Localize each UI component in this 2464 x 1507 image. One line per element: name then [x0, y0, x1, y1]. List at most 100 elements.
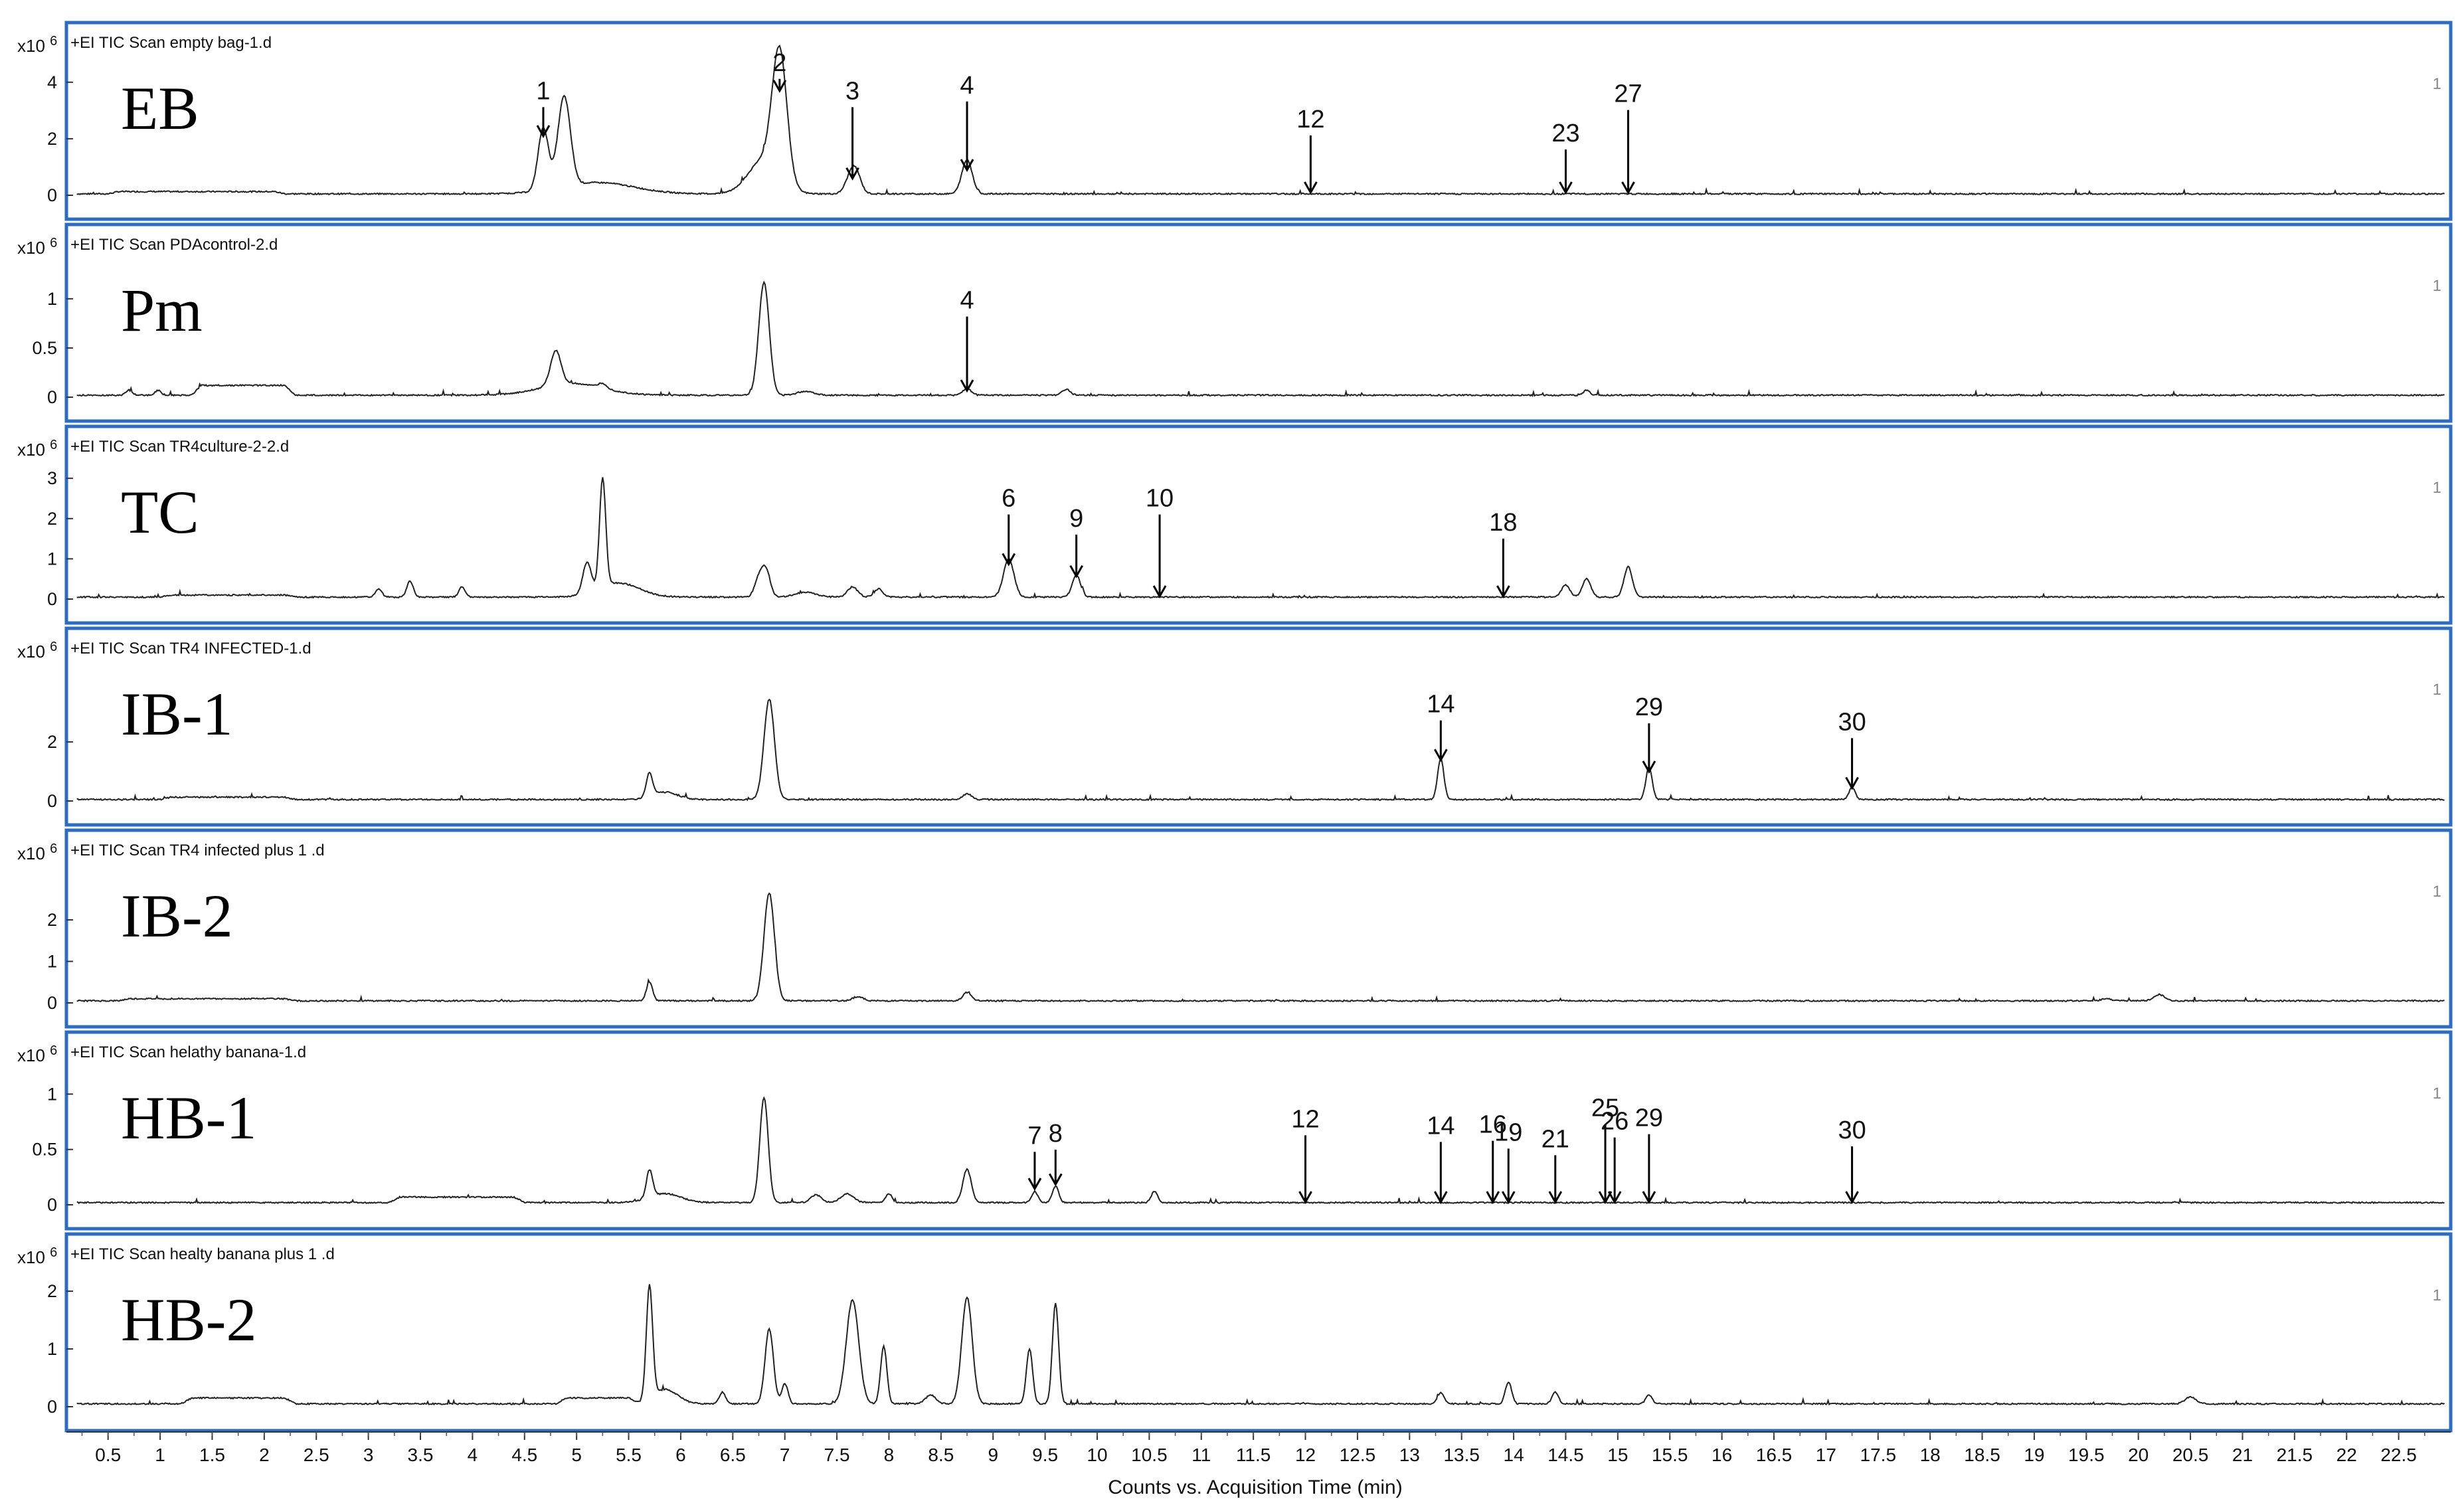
peak-label: 3	[845, 77, 859, 105]
panel-right-marker: 1	[2433, 883, 2441, 901]
y-tick-label: 0	[47, 993, 57, 1013]
sample-label: IB-1	[121, 680, 233, 748]
x-tick-label: 10.5	[1131, 1445, 1168, 1465]
panel-file-title: +EI TIC Scan healty banana plus 1 .d	[70, 1245, 335, 1263]
y-tick-label: 3	[47, 468, 57, 488]
peak-label: 30	[1838, 1116, 1866, 1144]
x-tick-label: 16	[1712, 1445, 1732, 1465]
peak-arrowhead	[960, 379, 974, 393]
peak-arrowhead	[1845, 1191, 1859, 1205]
peak-arrowhead	[1501, 1191, 1516, 1205]
x-tick-label: 10	[1087, 1445, 1107, 1465]
y-tick-label: 2	[47, 509, 57, 529]
sample-label: TC	[121, 478, 199, 546]
sample-label: IB-2	[121, 882, 233, 950]
x-tick-label: 11	[1191, 1445, 1211, 1465]
panel-border	[64, 1232, 2453, 1433]
x-tick-label: 19	[2024, 1445, 2044, 1465]
x-tick-label: 15	[1607, 1445, 1628, 1465]
y-tick-label: 0	[47, 589, 57, 609]
y-tick-label: 2	[47, 732, 57, 752]
x-tick-label: 3.5	[408, 1445, 434, 1465]
x-tick-label: 18.5	[1964, 1445, 2000, 1465]
y-tick-label: 0	[47, 387, 57, 407]
panel-file-title: +EI TIC Scan TR4 INFECTED-1.d	[70, 640, 311, 658]
x-tick-label: 22.5	[2380, 1445, 2417, 1465]
sample-label: HB-1	[121, 1084, 256, 1152]
panel-border	[64, 222, 2453, 423]
x-tick-label: 7	[780, 1445, 790, 1465]
panel-file-title: +EI TIC Scan empty bag-1.d	[70, 34, 272, 52]
y-tick-label: 1	[47, 549, 57, 569]
x-tick-label: 0.5	[95, 1445, 121, 1465]
panel-right-marker: 1	[2433, 1085, 2441, 1103]
peak-label: 27	[1614, 80, 1642, 108]
panel-right-marker: 1	[2433, 75, 2441, 93]
panel-right-marker: 1	[2433, 1286, 2441, 1304]
tic-trace	[76, 892, 2445, 1003]
chromatogram-panel: x10 6 +EI TIC Scan PDAcontrol-2.d 1 0 0.5 1 Pm…	[17, 222, 2453, 423]
x-tick-label: 21.5	[2277, 1445, 2313, 1465]
peak-arrowhead	[1496, 585, 1510, 599]
peak-arrowhead	[1845, 776, 1859, 790]
y-tick-label: 2	[47, 129, 57, 149]
x-tick-label: 9.5	[1032, 1445, 1058, 1465]
chromatogram-panel: x10 6 +EI TIC Scan TR4 INFECTED-1.d 1 0 2 IB-…	[17, 626, 2453, 827]
peak-arrowhead	[845, 167, 859, 181]
tic-trace	[76, 477, 2445, 599]
peak-label: 25	[1591, 1095, 1619, 1122]
peak-arrowhead	[772, 80, 787, 93]
peak-label: 19	[1494, 1118, 1522, 1146]
peak-arrowhead	[960, 159, 974, 173]
x-tick-label: 17	[1816, 1445, 1836, 1465]
y-multiplier-label: x10 6	[17, 236, 57, 258]
peak-arrowhead	[1048, 1173, 1063, 1187]
peak-arrowhead	[1027, 1178, 1042, 1192]
x-tick-label: 20.5	[2172, 1445, 2209, 1465]
x-tick-label: 4	[468, 1445, 478, 1465]
peak-label: 4	[960, 287, 974, 315]
peak-arrowhead	[1069, 565, 1083, 578]
x-tick-label: 6.5	[720, 1445, 746, 1465]
panel-border	[64, 424, 2453, 625]
x-axis: 0.5 1 1.5 2 2.5 3 3.5 4 4.5 5 5.5 6 6.5 7 7.5 8 8.5 9 9.5 1…	[66, 1431, 2451, 1465]
x-tick-label: 20	[2128, 1445, 2149, 1465]
panel-border	[64, 828, 2453, 1029]
tic-trace	[76, 1096, 2445, 1205]
y-tick-label: 0	[47, 1195, 57, 1215]
x-tick-label: 15.5	[1652, 1445, 1688, 1465]
y-tick-label: 2	[47, 910, 57, 930]
y-multiplier-label: x10 6	[17, 34, 57, 56]
chromatogram-panel: x10 6 +EI TIC Scan TR4 infected plus 1 .d…	[17, 828, 2453, 1029]
peak-arrowhead	[1621, 181, 1635, 195]
peak-label: 26	[1601, 1108, 1628, 1136]
x-tick-label: 13.5	[1443, 1445, 1480, 1465]
peak-arrowhead	[1598, 1191, 1613, 1205]
x-tick-label: 2	[259, 1445, 270, 1465]
peak-arrowhead	[1434, 749, 1448, 762]
panel-border	[64, 21, 2453, 221]
peak-arrowhead	[1642, 760, 1656, 774]
tic-trace	[76, 699, 2445, 802]
peak-label: 21	[1541, 1125, 1569, 1153]
x-tick-label: 16.5	[1756, 1445, 1793, 1465]
peak-arrowhead	[1607, 1191, 1622, 1205]
y-tick-label: 4	[47, 72, 57, 92]
peak-label: 6	[1002, 485, 1015, 513]
x-tick-label: 2.5	[304, 1445, 329, 1465]
x-tick-label: 18	[1920, 1445, 1941, 1465]
peak-arrowhead	[1434, 1191, 1448, 1205]
x-tick-label: 14	[1504, 1445, 1524, 1465]
y-tick-label: 0	[47, 1397, 57, 1417]
peak-arrowhead	[1642, 1191, 1656, 1205]
peak-arrowhead	[1152, 585, 1167, 599]
panel-right-marker: 1	[2433, 681, 2441, 699]
peak-label: 18	[1489, 509, 1517, 537]
chromatogram-panel: x10 6 +EI TIC Scan helathy banana-1.d 1 0 0.…	[17, 1030, 2453, 1231]
